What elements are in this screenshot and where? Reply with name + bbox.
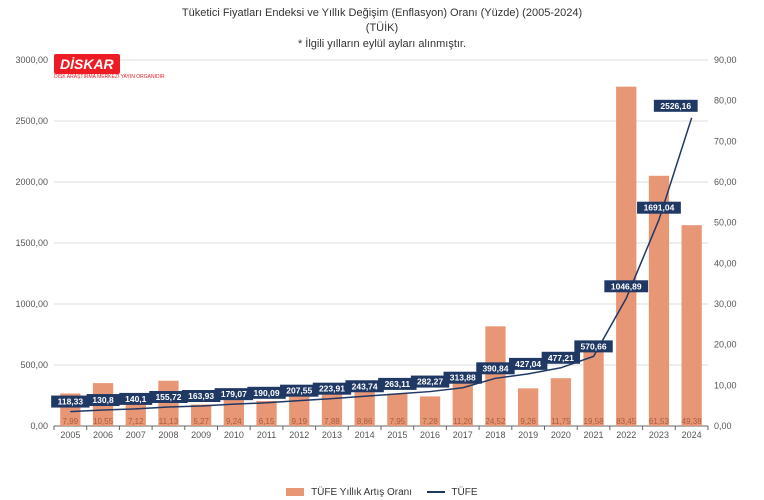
chart-svg: 0,00500,001000,001500,002000,002500,0030… bbox=[54, 60, 708, 450]
svg-text:2017: 2017 bbox=[453, 430, 473, 440]
chart-container: Tüketici Fiyatları Endeksi ve Yıllık Değ… bbox=[0, 0, 764, 500]
svg-text:50,00: 50,00 bbox=[714, 218, 737, 228]
svg-text:10,55: 10,55 bbox=[93, 417, 114, 426]
svg-text:179,07: 179,07 bbox=[221, 389, 247, 399]
svg-text:1000,00: 1000,00 bbox=[15, 299, 48, 309]
svg-text:118,33: 118,33 bbox=[58, 397, 84, 407]
svg-text:11,20: 11,20 bbox=[453, 417, 473, 426]
svg-text:30,00: 30,00 bbox=[714, 299, 737, 309]
chart-title-sub2: * İlgili yılların eylül ayları alınmıştı… bbox=[0, 37, 764, 52]
svg-text:570,66: 570,66 bbox=[581, 341, 607, 351]
svg-text:2008: 2008 bbox=[158, 430, 178, 440]
svg-text:1500,00: 1500,00 bbox=[15, 238, 48, 248]
svg-text:190,09: 190,09 bbox=[254, 388, 280, 398]
svg-text:20,00: 20,00 bbox=[714, 340, 737, 350]
svg-text:282,27: 282,27 bbox=[417, 377, 443, 387]
svg-text:2023: 2023 bbox=[649, 430, 669, 440]
svg-text:19,58: 19,58 bbox=[584, 417, 605, 426]
svg-text:8,86: 8,86 bbox=[357, 417, 373, 426]
svg-text:7,88: 7,88 bbox=[324, 417, 340, 426]
logo-subtext: DİSK ARAŞTIRMA MERKEZİ YAYIN ORGANIDIR bbox=[54, 74, 165, 80]
svg-text:390,84: 390,84 bbox=[482, 363, 508, 373]
svg-text:2018: 2018 bbox=[485, 430, 505, 440]
svg-text:2012: 2012 bbox=[289, 430, 309, 440]
svg-text:140,1: 140,1 bbox=[125, 394, 147, 404]
svg-text:11,75: 11,75 bbox=[551, 417, 571, 426]
svg-text:24,52: 24,52 bbox=[485, 417, 506, 426]
svg-text:2000,00: 2000,00 bbox=[15, 177, 48, 187]
svg-text:130,8: 130,8 bbox=[92, 395, 114, 405]
svg-text:9,19: 9,19 bbox=[291, 417, 307, 426]
svg-text:2016: 2016 bbox=[420, 430, 440, 440]
svg-text:2022: 2022 bbox=[616, 430, 636, 440]
svg-text:40,00: 40,00 bbox=[714, 258, 737, 268]
logo-badge: DİSKAR bbox=[54, 54, 120, 74]
svg-text:2526,16: 2526,16 bbox=[660, 101, 691, 111]
svg-text:163,93: 163,93 bbox=[188, 391, 214, 401]
svg-text:263,11: 263,11 bbox=[385, 379, 411, 389]
svg-text:2013: 2013 bbox=[322, 430, 342, 440]
plot-area: 0,00500,001000,001500,002000,002500,0030… bbox=[54, 60, 708, 450]
chart-title-main: Tüketici Fiyatları Endeksi ve Yıllık Değ… bbox=[0, 6, 764, 21]
svg-text:6,15: 6,15 bbox=[259, 417, 275, 426]
svg-text:2009: 2009 bbox=[191, 430, 211, 440]
svg-text:90,00: 90,00 bbox=[714, 55, 737, 65]
chart-title-sub1: (TÜİK) bbox=[0, 21, 764, 36]
legend-bar-swatch bbox=[286, 488, 304, 496]
svg-text:7,95: 7,95 bbox=[390, 417, 406, 426]
svg-text:2019: 2019 bbox=[518, 430, 538, 440]
svg-text:313,88: 313,88 bbox=[450, 373, 476, 383]
legend-line-swatch bbox=[427, 491, 445, 493]
svg-text:2021: 2021 bbox=[584, 430, 604, 440]
svg-text:0,00: 0,00 bbox=[714, 421, 732, 431]
svg-text:2500,00: 2500,00 bbox=[15, 116, 48, 126]
svg-text:500,00: 500,00 bbox=[20, 360, 48, 370]
svg-text:9,24: 9,24 bbox=[226, 417, 242, 426]
svg-text:1691,04: 1691,04 bbox=[644, 203, 675, 213]
svg-text:2005: 2005 bbox=[60, 430, 80, 440]
svg-text:223,91: 223,91 bbox=[319, 384, 345, 394]
svg-text:2014: 2014 bbox=[355, 430, 375, 440]
svg-text:83,45: 83,45 bbox=[616, 417, 637, 426]
svg-text:2007: 2007 bbox=[126, 430, 146, 440]
svg-text:10,00: 10,00 bbox=[714, 380, 737, 390]
svg-text:11,13: 11,13 bbox=[159, 417, 179, 426]
svg-text:7,28: 7,28 bbox=[422, 417, 438, 426]
svg-text:243,74: 243,74 bbox=[352, 381, 378, 391]
svg-text:477,21: 477,21 bbox=[548, 353, 574, 363]
svg-text:9,26: 9,26 bbox=[520, 417, 536, 426]
svg-text:155,72: 155,72 bbox=[155, 392, 181, 402]
svg-text:61,53: 61,53 bbox=[649, 417, 670, 426]
svg-text:2006: 2006 bbox=[93, 430, 113, 440]
svg-text:207,55: 207,55 bbox=[286, 386, 312, 396]
svg-text:2010: 2010 bbox=[224, 430, 244, 440]
svg-text:2024: 2024 bbox=[682, 430, 702, 440]
legend-line-label: TÜFE bbox=[451, 487, 477, 498]
legend: TÜFE Yıllık Artış Oranı TÜFE bbox=[0, 487, 764, 498]
legend-bar-label: TÜFE Yıllık Artış Oranı bbox=[311, 487, 412, 498]
svg-text:1046,89: 1046,89 bbox=[611, 281, 642, 291]
svg-text:2015: 2015 bbox=[387, 430, 407, 440]
svg-text:5,27: 5,27 bbox=[193, 417, 209, 426]
svg-text:7,12: 7,12 bbox=[128, 417, 144, 426]
svg-text:3000,00: 3000,00 bbox=[15, 55, 48, 65]
svg-text:2020: 2020 bbox=[551, 430, 571, 440]
svg-text:2011: 2011 bbox=[257, 430, 276, 440]
svg-text:80,00: 80,00 bbox=[714, 96, 737, 106]
svg-text:70,00: 70,00 bbox=[714, 136, 737, 146]
svg-text:427,04: 427,04 bbox=[515, 359, 541, 369]
svg-text:7,99: 7,99 bbox=[63, 417, 79, 426]
svg-text:60,00: 60,00 bbox=[714, 177, 737, 187]
titles: Tüketici Fiyatları Endeksi ve Yıllık Değ… bbox=[0, 0, 764, 52]
svg-text:0,00: 0,00 bbox=[30, 421, 48, 431]
svg-text:49,38: 49,38 bbox=[682, 417, 703, 426]
